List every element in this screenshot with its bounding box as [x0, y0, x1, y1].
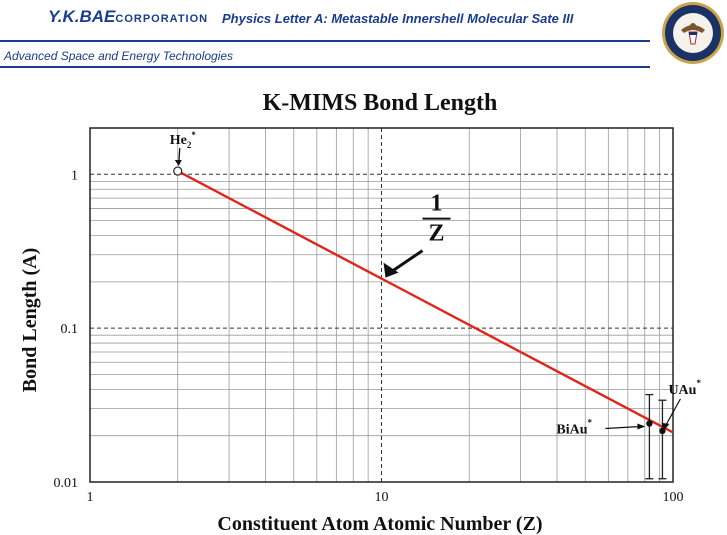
- slide-header: Y.K.BAECORPORATION Physics Letter A: Met…: [0, 0, 727, 70]
- plot-frame: [89, 127, 674, 483]
- y-tick-label: 0.01: [54, 476, 79, 491]
- y-tick-label: 0.1: [61, 322, 79, 337]
- bond-length-chart: K-MIMS Bond Length 1 10 100 0.01 0.1 1 He2* Bi…: [19, 90, 701, 535]
- data-point-filled: [646, 420, 653, 427]
- annotation-numerator: 1: [431, 191, 443, 217]
- fit-line-1-over-z: [177, 169, 674, 434]
- biau-arrowhead: [637, 423, 646, 430]
- he2-arrowhead: [174, 160, 182, 167]
- y-axis-label: Bond Length (A): [19, 248, 41, 392]
- dod-seal-icon: [662, 2, 724, 64]
- logo-sub-text: CORPORATION: [115, 13, 209, 25]
- y-tick-label: 1: [71, 168, 78, 183]
- x-tick-label: 1: [87, 490, 94, 505]
- header-divider-bottom: [0, 66, 650, 68]
- x-tick-label: 10: [375, 490, 389, 505]
- data-point-filled: [659, 427, 666, 435]
- chart-annotations: He2* BiAu* UAu* 1 Z: [170, 130, 701, 480]
- annotation-arrowhead: [383, 262, 399, 278]
- biau-arrow: [605, 425, 641, 430]
- label-he2: He2*: [170, 130, 197, 150]
- x-axis-label: Constituent Atom Atomic Number (Z): [217, 513, 542, 535]
- x-tick-label: 100: [663, 490, 684, 505]
- header-divider-top: [0, 40, 650, 42]
- axis-ticks: 1 10 100 0.01 0.1 1: [54, 168, 684, 505]
- slide-subtitle: Advanced Space and Energy Technologies: [4, 49, 234, 63]
- annotation-denominator: Z: [428, 221, 444, 247]
- chart-title: K-MIMS Bond Length: [263, 90, 498, 116]
- label-uau: UAu*: [668, 378, 701, 398]
- data-point-open: [173, 166, 183, 176]
- chart-series: [177, 169, 674, 434]
- slide-title: Physics Letter A: Metastable Innershell …: [222, 11, 574, 26]
- uau-arrow: [664, 398, 681, 427]
- uau-arrowhead: [661, 422, 670, 430]
- annotation-arrow: [390, 249, 424, 273]
- company-logo: Y.K.BAECORPORATION: [48, 7, 208, 27]
- label-biau: BiAu*: [556, 418, 592, 438]
- logo-main-text: Y.K.BAE: [48, 7, 116, 26]
